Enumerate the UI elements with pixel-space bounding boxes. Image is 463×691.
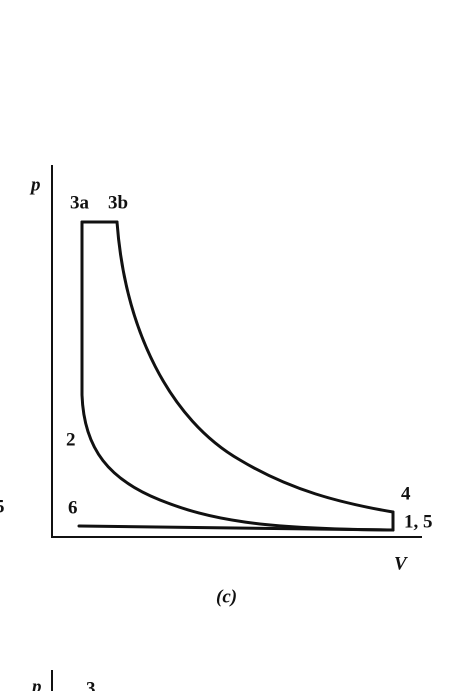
caption: (c) [216,586,237,607]
heat-addition-constant-volume-and-compression [80,220,395,532]
point-label: 2 [66,429,76,450]
next-p-label: p [30,676,42,691]
point-label: 1, 5 [404,511,433,532]
intake-line [77,524,395,532]
point-label: 3b [108,192,128,213]
cut-label: 5 [0,496,5,517]
v-axis-label: V [394,553,408,574]
point-label: 4 [401,483,411,504]
p-axis-label: p [29,174,41,195]
point-label: 6 [68,497,78,518]
expansion [115,220,395,514]
point-label: 3a [70,192,90,213]
next-point-label: 3 [86,678,96,691]
